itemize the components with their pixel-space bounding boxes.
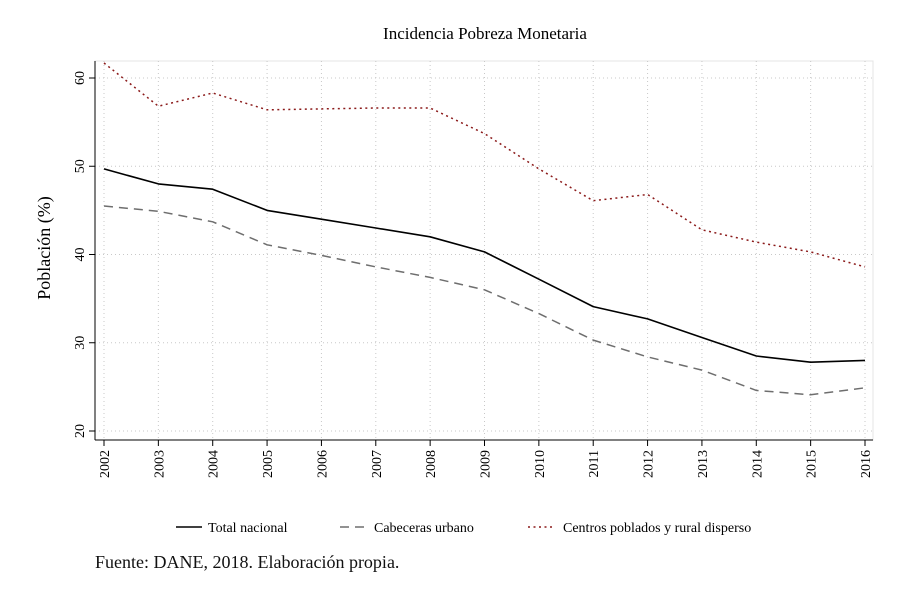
x-tick-label-2003: 2003 [152,450,167,478]
x-tick-label-2015: 2015 [805,450,820,478]
y-tick-label-40: 40 [73,248,88,262]
x-tick-label-2011: 2011 [587,450,602,477]
x-tick-label-2008: 2008 [424,450,439,478]
y-tick-label-20: 20 [73,424,88,438]
x-tick-label-2002: 2002 [98,450,113,478]
x-tick-label-2006: 2006 [315,450,330,478]
x-tick-label-2012: 2012 [642,450,657,478]
chart-title: Incidencia Pobreza Monetaria [383,24,587,43]
y-tick-label-30: 30 [73,336,88,350]
series-line-2 [103,205,866,396]
axes: 20 30 40 50 60 2002 2003 2004 2005 2006 2007 2008 20… [73,61,874,478]
y-tick-label-50: 50 [73,159,88,173]
series-line-3 [103,62,866,268]
x-tick-label-2016: 2016 [859,450,874,478]
x-tick-label-2014: 2014 [750,450,765,478]
y-tick-label-60: 60 [73,71,88,85]
legend-label-3: Centros poblados y rural disperso [563,521,751,536]
grid [94,60,874,441]
x-tick-label-2007: 2007 [370,450,385,478]
series-line-1 [103,168,866,364]
series-lines [103,62,866,396]
source-note: Fuente: DANE, 2018. Elaboración propia. [95,552,400,572]
x-tick-label-2005: 2005 [261,450,276,478]
x-tick-label-2013: 2013 [696,450,711,478]
legend-label-2: Cabeceras urbano [374,521,474,536]
x-tick-label-2009: 2009 [479,450,494,478]
legend: Total nacional Cabeceras urbano Centros po… [176,521,751,536]
y-axis-label: Población (%) [34,196,55,299]
x-tick-label-2004: 2004 [207,450,222,478]
x-tick-label-2010: 2010 [533,450,548,478]
legend-label-1: Total nacional [208,521,288,536]
